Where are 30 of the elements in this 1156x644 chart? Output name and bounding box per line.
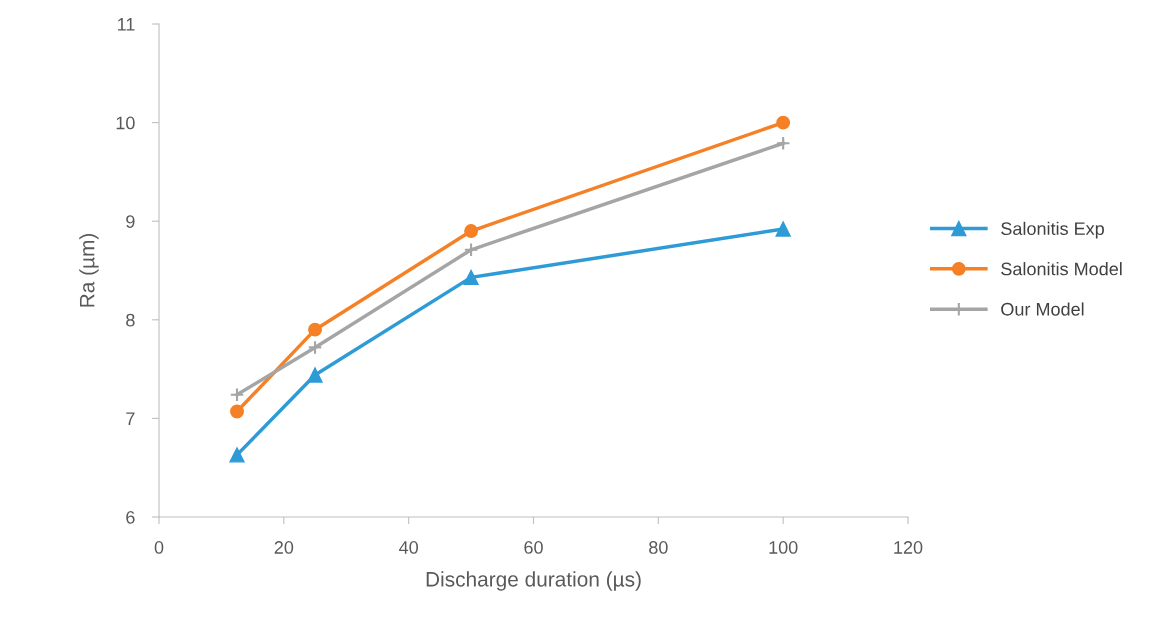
point <box>463 269 479 286</box>
point <box>463 242 479 258</box>
y-axis-title: Ra (µm) <box>79 233 99 307</box>
y-tick-label: 9 <box>126 215 135 228</box>
point <box>229 387 245 403</box>
y-tick-label: 11 <box>118 18 135 31</box>
legend-label: Our Model <box>1001 302 1084 316</box>
point <box>229 447 245 463</box>
x-tick-label: 60 <box>524 541 543 554</box>
y-tick-label: 10 <box>116 116 135 130</box>
y-tick-label: 8 <box>126 313 135 327</box>
x-tick-label: 100 <box>769 541 798 554</box>
x-tick-label: 80 <box>649 541 668 554</box>
point <box>776 115 791 130</box>
point <box>230 404 244 419</box>
x-axis-title: Discharge duration (µs) <box>426 571 641 591</box>
x-tick-label: 0 <box>154 541 164 554</box>
point <box>775 136 791 151</box>
x-tick-label: 120 <box>894 541 923 554</box>
point <box>307 340 323 355</box>
legend-label: Salonitis Model <box>1001 262 1122 276</box>
point <box>308 322 322 337</box>
legend-label: Salonitis Exp <box>1001 221 1104 239</box>
y-tick-label: 7 <box>126 412 135 425</box>
point <box>307 367 323 383</box>
x-tick-label: 40 <box>399 541 418 554</box>
point <box>775 221 791 237</box>
point <box>464 224 479 239</box>
x-tick-label: 20 <box>274 541 294 554</box>
y-tick-label: 6 <box>126 510 135 524</box>
